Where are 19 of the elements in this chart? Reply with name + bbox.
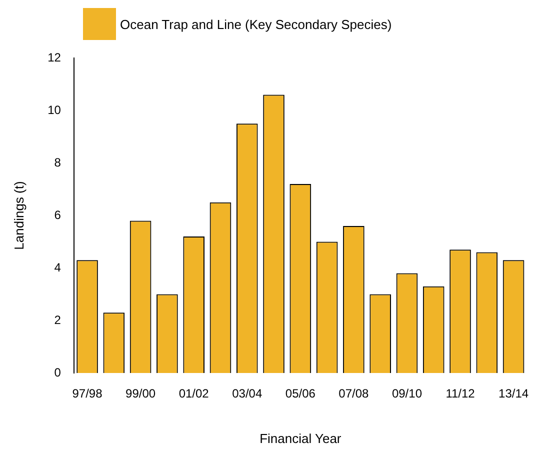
x-axis-title: Financial Year	[260, 430, 342, 446]
y-tick-label: 10	[48, 102, 62, 117]
text: Ocean Trap and Line (Key Secondary Species)	[120, 16, 392, 32]
y-tick-label: 0	[54, 365, 62, 380]
y-tick-label: 8	[54, 155, 62, 170]
x-tick-label: 13/14	[498, 386, 529, 401]
x-tick-label: 11/12	[446, 386, 476, 401]
x-tick-label: 99/00	[126, 386, 156, 401]
x-tick-label: 07/08	[338, 386, 370, 401]
y-tick-label: 12	[48, 50, 62, 64]
x-tick-label: 05/06	[285, 386, 316, 401]
x-tick-label: 03/04	[232, 386, 262, 401]
y-axis-title: Landings (t)	[11, 181, 26, 250]
y-tick-label: 4	[54, 260, 62, 274]
y-tick-label: 2	[54, 312, 62, 327]
x-tick-label: 01/02	[178, 386, 210, 401]
y-tick-label: 6	[54, 208, 62, 222]
x-tick-label: 09/10	[392, 386, 422, 401]
x-tick-label: 97/98	[72, 386, 103, 401]
